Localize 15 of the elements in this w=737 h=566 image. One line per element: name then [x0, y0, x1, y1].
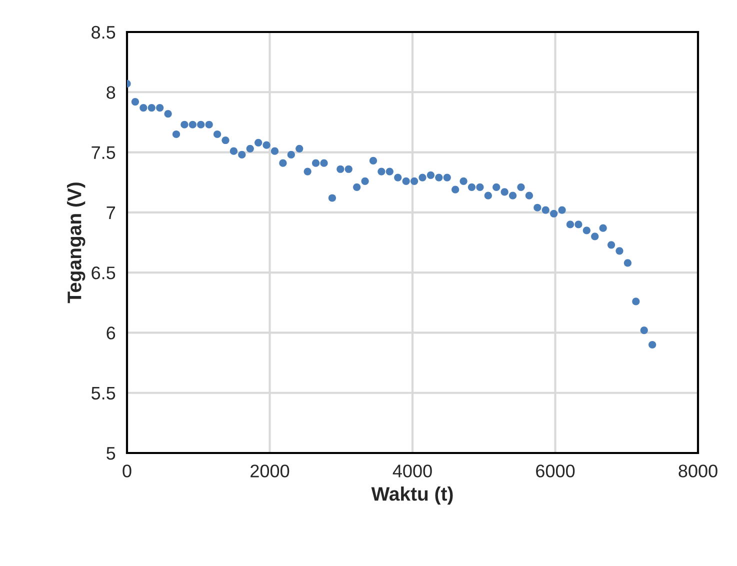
- y-tick-label: 7: [106, 206, 115, 219]
- x-tick-label: 6000: [536, 464, 575, 478]
- y-axis-title: Tegangan (V): [67, 182, 86, 304]
- x-axis-title: Waktu (t): [371, 486, 453, 505]
- x-tick-label: 0: [122, 464, 132, 478]
- y-tick-label: 8.5: [92, 26, 116, 39]
- y-tick-label: 5.5: [92, 386, 116, 400]
- x-tick-label: 8000: [678, 464, 718, 478]
- x-tick-label: 2000: [250, 464, 290, 478]
- y-tick-label: 8: [106, 86, 116, 99]
- y-tick-label: 7.5: [92, 146, 116, 160]
- y-tick-label: 5: [106, 447, 116, 460]
- y-tick-label: 6: [106, 326, 116, 340]
- y-tick-label: 6.5: [92, 266, 116, 280]
- x-tick-label: 4000: [392, 464, 432, 478]
